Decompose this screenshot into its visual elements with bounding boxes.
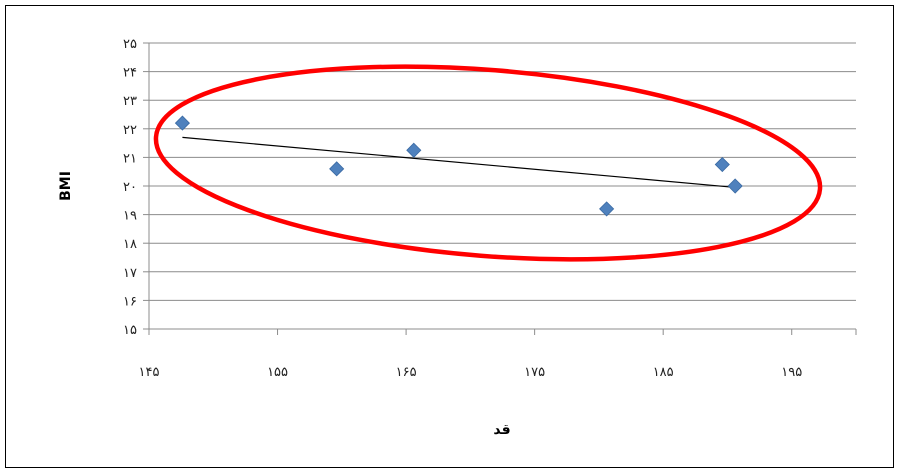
y-tick-label-4: ۱۹ [123, 209, 137, 224]
data-point-0 [174, 115, 190, 131]
y-tick-label-10: ۲۵ [123, 37, 137, 52]
y-tick-label-5: ۲۰ [123, 180, 137, 195]
x-tick-label-1: ۱۵۵ [267, 365, 288, 380]
annotation-ellipse [153, 64, 823, 262]
data-point-2 [406, 142, 422, 158]
trendline [182, 136, 736, 189]
x-axis-title: قد [493, 422, 510, 438]
x-tick-label-2: ۱۶۵ [396, 365, 417, 380]
x-tick-label-5: ۱۹۵ [781, 365, 802, 380]
scatter-chart: ۱۵ ۱۶ ۱۷ ۱۸ ۱۹ ۲۰ ۲۱ ۲۲ ۲۳ ۲۴ ۲۵ ۱۴۵ ۱۵۵ ۱۶۵ ۱۷۵ ۱۸۵ ۱۹… [58, 37, 857, 438]
data-point-4 [714, 156, 730, 173]
x-tick-label-3: ۱۷۵ [524, 365, 545, 380]
data-point-1 [329, 161, 345, 177]
x-tick-label-0: ۱۴۵ [139, 365, 160, 380]
y-tick-labels: ۱۵ ۱۶ ۱۷ ۱۸ ۱۹ ۲۰ ۲۱ ۲۲ ۲۳ ۲۴ ۲۵ [123, 37, 137, 338]
y-tick-label-1: ۱۶ [123, 294, 137, 309]
y-tick-label-0: ۱۵ [123, 323, 137, 338]
data-points [174, 115, 743, 217]
y-axis-title: BMI [58, 171, 74, 201]
y-tick-label-7: ۲۲ [123, 123, 137, 138]
data-point-5 [727, 178, 743, 194]
y-tick-label-3: ۱۸ [123, 237, 137, 252]
x-tick-label-4: ۱۸۵ [653, 365, 674, 380]
y-tick-label-6: ۲۱ [123, 151, 137, 166]
x-tick-labels: ۱۴۵ ۱۵۵ ۱۶۵ ۱۷۵ ۱۸۵ ۱۹۵ [139, 365, 803, 380]
y-tick-label-2: ۱۷ [123, 266, 137, 281]
trendline-group [182, 136, 736, 189]
annotation-group [153, 64, 823, 262]
y-tick-label-8: ۲۳ [123, 94, 137, 109]
chart-frame: ۱۵ ۱۶ ۱۷ ۱۸ ۱۹ ۲۰ ۲۱ ۲۲ ۲۳ ۲۴ ۲۵ ۱۴۵ ۱۵۵ ۱۶۵ ۱۷۵ ۱۸۵ ۱۹… [5, 5, 894, 468]
y-tick-label-9: ۲۴ [123, 66, 137, 81]
axes [143, 42, 857, 335]
data-point-3 [599, 201, 615, 217]
